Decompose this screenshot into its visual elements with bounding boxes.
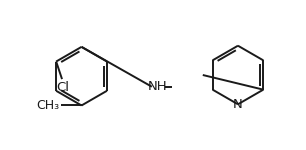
Text: N: N [233, 98, 243, 111]
Text: Cl: Cl [56, 81, 69, 94]
Text: NH: NH [148, 80, 167, 93]
Text: CH₃: CH₃ [37, 99, 60, 112]
